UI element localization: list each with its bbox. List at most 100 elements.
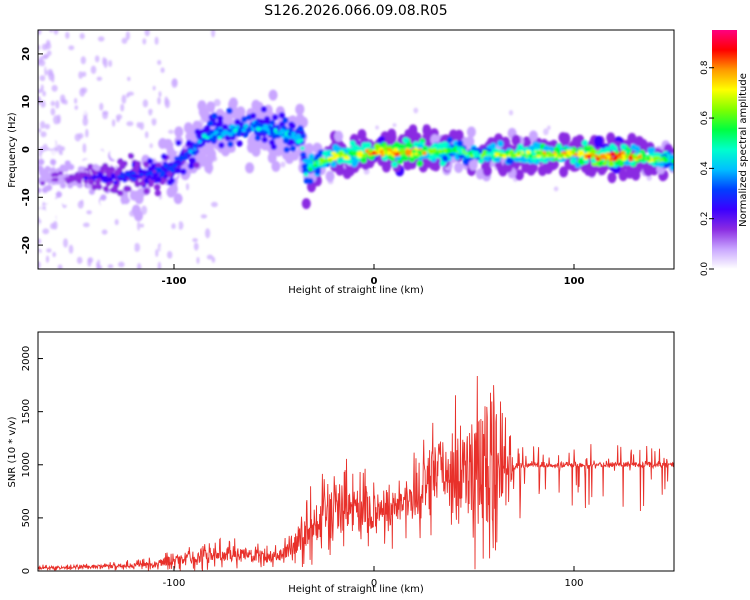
spectral-blob — [143, 177, 151, 184]
noise-speck — [49, 30, 53, 33]
noise-speck — [102, 57, 106, 66]
noise-speck — [399, 118, 403, 124]
noise-speck — [159, 244, 166, 253]
snr-x-ticks: -100 0 100 — [163, 566, 584, 589]
noise-speck — [82, 143, 87, 154]
spectral-blob — [308, 153, 315, 160]
noise-speck — [128, 244, 135, 250]
noise-speck — [127, 76, 131, 81]
spectral-blob — [148, 171, 153, 176]
spectral-blob — [62, 165, 70, 173]
spectral-blob — [334, 130, 344, 142]
noise-speck — [553, 186, 559, 192]
spectral-blob — [408, 124, 418, 136]
snr-y-ticks: 0 500 1000 1500 2000 — [21, 346, 43, 574]
spectral-blob — [53, 177, 59, 182]
noise-speck — [74, 105, 79, 110]
y-tick-label: -10 — [21, 188, 32, 206]
spectral-blob — [154, 150, 164, 162]
noise-speck — [206, 218, 213, 225]
noise-speck — [207, 206, 212, 212]
spectral-blob — [211, 112, 218, 120]
spectral-blob — [125, 172, 131, 177]
noise-speck — [79, 106, 84, 112]
noise-speck — [96, 76, 103, 82]
noise-speck — [547, 125, 551, 130]
spectral-blob — [77, 179, 82, 184]
x-tick-label: -100 — [161, 276, 186, 287]
spectral-blob — [483, 155, 491, 162]
noise-speck — [45, 111, 49, 120]
y-tick-label: 0 — [21, 568, 32, 574]
noise-speck — [38, 128, 42, 133]
noise-speck — [152, 85, 156, 91]
spectral-blob — [289, 122, 296, 130]
colorbar: 0.0 0.2 0.4 0.6 0.8 Normalized spectral ampl… — [700, 30, 749, 276]
spectral-blob — [350, 152, 355, 157]
spectral-blob — [398, 148, 404, 153]
spectral-blob — [278, 131, 283, 136]
noise-speck — [142, 38, 147, 45]
spectral-blob — [502, 154, 507, 159]
spectral-blob — [69, 153, 79, 165]
noise-speck — [110, 44, 114, 50]
spectral-blob — [559, 166, 569, 178]
spectral-blob — [671, 158, 674, 163]
spectral-blob — [172, 163, 178, 168]
noise-speck — [78, 71, 83, 79]
spectral-blob — [193, 161, 200, 169]
noise-speck — [118, 261, 125, 268]
noise-speck — [190, 46, 196, 51]
noise-speck — [141, 75, 149, 84]
spectral-blob — [536, 151, 542, 156]
noise-speck — [172, 228, 177, 235]
noise-speck — [89, 124, 96, 133]
y-tick-label: 500 — [21, 508, 32, 527]
noise-speck — [137, 221, 141, 231]
noise-speck — [126, 121, 134, 127]
noise-speck — [44, 123, 50, 130]
noise-speck — [121, 94, 127, 104]
spectral-blob — [158, 138, 168, 149]
noise-speck — [151, 117, 157, 126]
noise-speck — [100, 80, 106, 89]
spectral-blob — [39, 210, 49, 222]
spectral-blob — [458, 150, 464, 155]
noise-speck — [39, 75, 46, 82]
noise-speck — [127, 91, 134, 96]
spectrogram-y-label: Frequency (Hz) — [7, 112, 18, 188]
spectral-blob — [430, 134, 440, 146]
noise-speck — [167, 251, 173, 259]
noise-speck — [63, 238, 68, 248]
spectral-blob — [505, 150, 511, 155]
spectral-blob — [49, 167, 57, 174]
spectral-blob — [307, 177, 314, 185]
spectral-blob — [220, 132, 226, 137]
spectral-blob — [480, 152, 486, 157]
noise-speck — [125, 31, 130, 41]
spectral-blob — [160, 153, 168, 160]
spectral-blob — [322, 150, 329, 157]
noise-speck — [646, 174, 652, 181]
snr-series-line — [38, 375, 674, 571]
spectral-blob — [247, 135, 257, 147]
noise-speck — [82, 116, 89, 127]
spectral-blob — [187, 153, 192, 158]
spectral-blob — [46, 137, 56, 149]
spectral-blob — [416, 149, 422, 154]
spectral-blob — [38, 158, 45, 166]
spectral-blob — [525, 150, 531, 155]
noise-speck — [189, 244, 195, 253]
noise-speck — [94, 127, 100, 136]
spectrogram-y-ticks: -20 -10 0 10 20 — [21, 47, 43, 254]
noise-speck — [147, 79, 154, 89]
y-tick-label: 20 — [21, 47, 32, 61]
spectral-blob — [91, 183, 98, 191]
spectral-blob — [118, 177, 124, 182]
spectral-blob — [594, 135, 603, 147]
noise-speck — [140, 233, 147, 244]
noise-speck — [42, 54, 48, 60]
noise-speck — [107, 264, 114, 269]
spectral-blob — [454, 162, 464, 173]
